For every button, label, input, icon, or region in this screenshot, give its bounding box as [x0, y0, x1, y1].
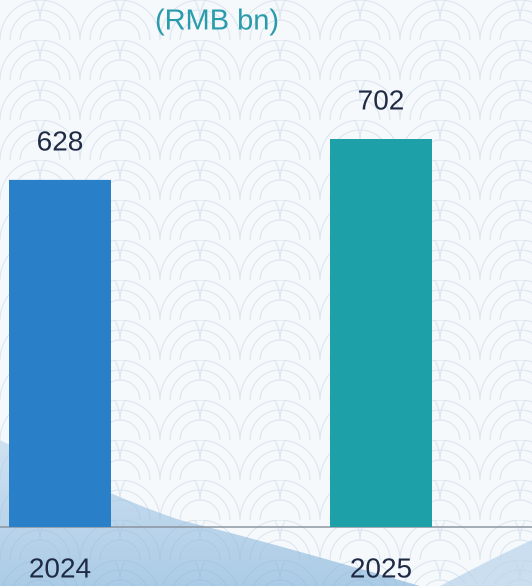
- decoration: [0, 440, 420, 586]
- x-tick-label: 2025: [350, 552, 412, 583]
- data-label: 702: [358, 84, 405, 115]
- chart-subtitle: (RMB bn): [155, 5, 279, 37]
- bar: [330, 139, 432, 527]
- decoration: [440, 540, 532, 586]
- data-label: 628: [37, 125, 84, 156]
- bar: [9, 179, 111, 528]
- x-tick-label: 2024: [29, 552, 91, 583]
